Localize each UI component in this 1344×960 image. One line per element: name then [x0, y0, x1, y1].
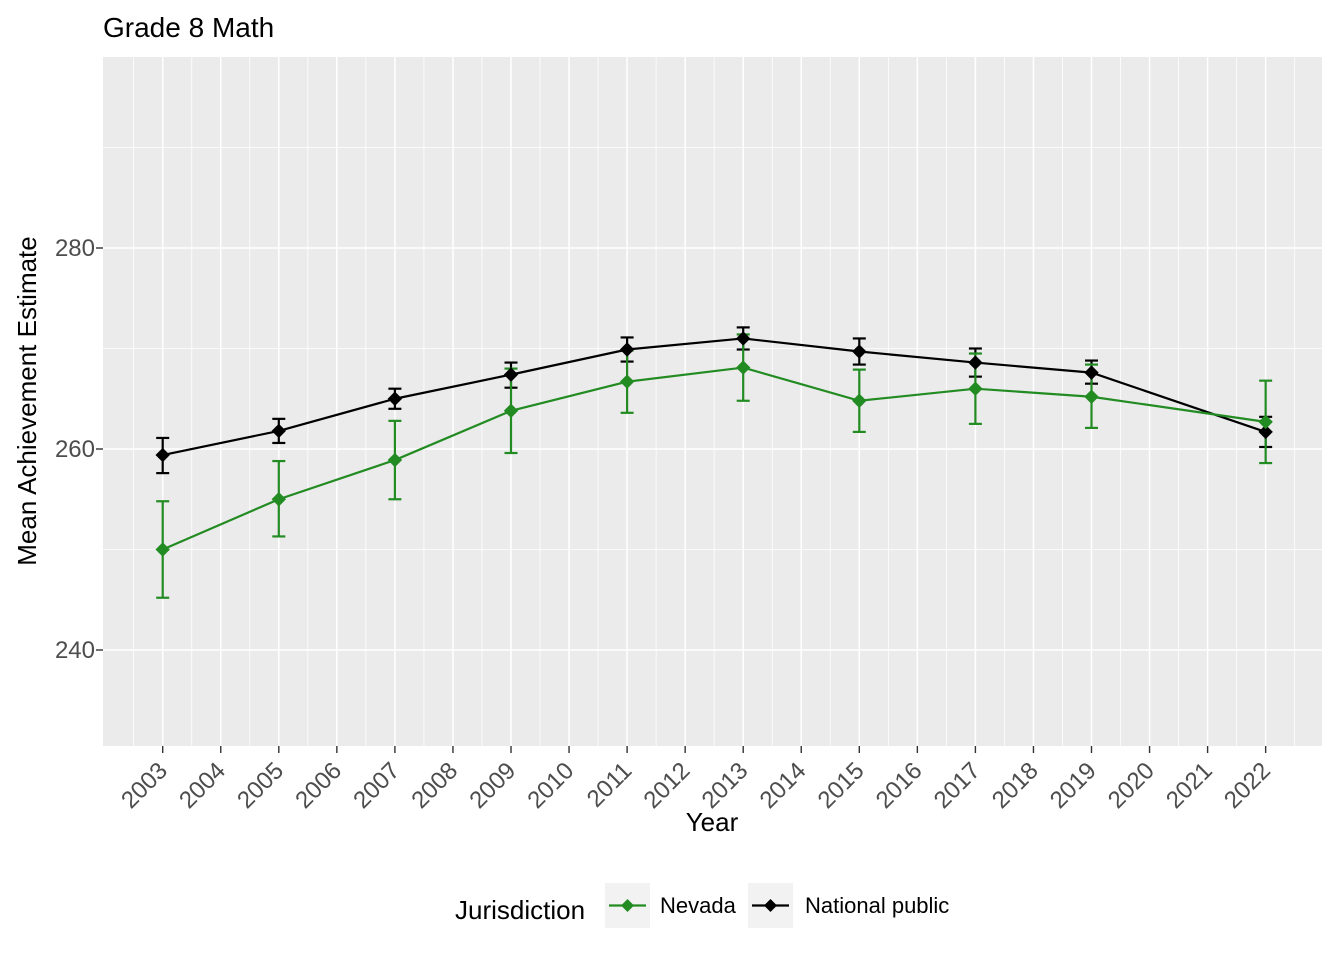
- x-tick-label: 2008: [406, 757, 463, 814]
- data-point: [503, 403, 519, 419]
- data-point: [271, 492, 286, 507]
- x-tick-label: 2022: [1219, 757, 1276, 814]
- x-tick-label: 2018: [987, 757, 1044, 814]
- x-tick-label: 2020: [1103, 757, 1160, 814]
- data-point: [968, 355, 983, 370]
- data-point: [1084, 365, 1099, 380]
- legend-key-glyph-national-public: [752, 899, 789, 912]
- series-line: [162, 366, 1266, 551]
- x-tick-label: 2004: [174, 757, 231, 814]
- y-tick-label: 280: [55, 235, 95, 262]
- data-point: [968, 381, 983, 396]
- data-point: [387, 391, 403, 406]
- x-tick-label: 2021: [1161, 757, 1218, 814]
- data-point: [1258, 414, 1273, 430]
- legend-title: Jurisdiction: [455, 895, 585, 925]
- data-point: [852, 393, 867, 408]
- x-tick-label: 2003: [116, 757, 173, 814]
- gridlines: [103, 57, 1322, 746]
- data-point: [1258, 424, 1273, 440]
- x-axis-title: Year: [686, 807, 739, 837]
- x-tick-label: 2013: [697, 757, 754, 814]
- data-point: [852, 344, 867, 359]
- y-tick-label: 260: [55, 436, 95, 463]
- x-tick-label: 2019: [1045, 757, 1102, 814]
- y-tick-label: 240: [55, 637, 95, 664]
- data-point: [736, 360, 751, 375]
- data-point: [736, 331, 751, 346]
- x-tick-label: 2010: [522, 757, 579, 814]
- x-tick-label: 2011: [582, 757, 638, 813]
- x-axis: 2003 2004 2005 2006 2007 2008 2009 2010 2011 2012…: [116, 746, 1276, 814]
- legend-key-glyph-nevada: [609, 899, 646, 912]
- chart-title: Grade 8 Math: [103, 12, 274, 43]
- data-point: [619, 342, 635, 357]
- legend: Jurisdiction Nevada National public: [455, 883, 949, 928]
- data-series: [155, 326, 1273, 599]
- series-line: [162, 337, 1267, 457]
- x-tick-label: 2015: [813, 757, 870, 814]
- data-point: [155, 542, 170, 557]
- data-point: [1084, 389, 1099, 404]
- x-tick-label: 2012: [639, 757, 696, 814]
- x-tick-label: 2009: [464, 757, 521, 814]
- y-axis: 240 260 280: [55, 235, 103, 664]
- x-tick-label: 2005: [232, 757, 289, 814]
- x-tick-label: 2006: [290, 757, 347, 814]
- data-point: [387, 452, 403, 468]
- data-point: [271, 423, 286, 439]
- y-axis-title: Mean Achievement Estimate: [12, 236, 42, 566]
- legend-label-nevada: Nevada: [660, 893, 737, 918]
- plot-panel: [103, 57, 1322, 746]
- data-point: [503, 367, 519, 382]
- data-point: [155, 447, 170, 463]
- x-tick-label: 2017: [929, 757, 986, 814]
- x-tick-label: 2014: [755, 757, 812, 814]
- data-point: [619, 374, 635, 389]
- x-tick-label: 2016: [871, 757, 928, 814]
- legend-label-national-public: National public: [805, 893, 949, 918]
- legend-key-point: [764, 899, 777, 912]
- x-tick-label: 2007: [348, 757, 405, 814]
- legend-key-point: [621, 899, 634, 912]
